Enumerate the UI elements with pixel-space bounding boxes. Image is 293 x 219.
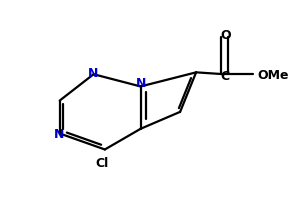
Text: N: N [54,128,64,141]
Text: N: N [87,67,98,80]
Text: O: O [220,29,231,42]
Text: Cl: Cl [96,157,109,170]
Text: C: C [221,70,230,83]
Text: N: N [136,77,147,90]
Text: OMe: OMe [257,69,289,82]
